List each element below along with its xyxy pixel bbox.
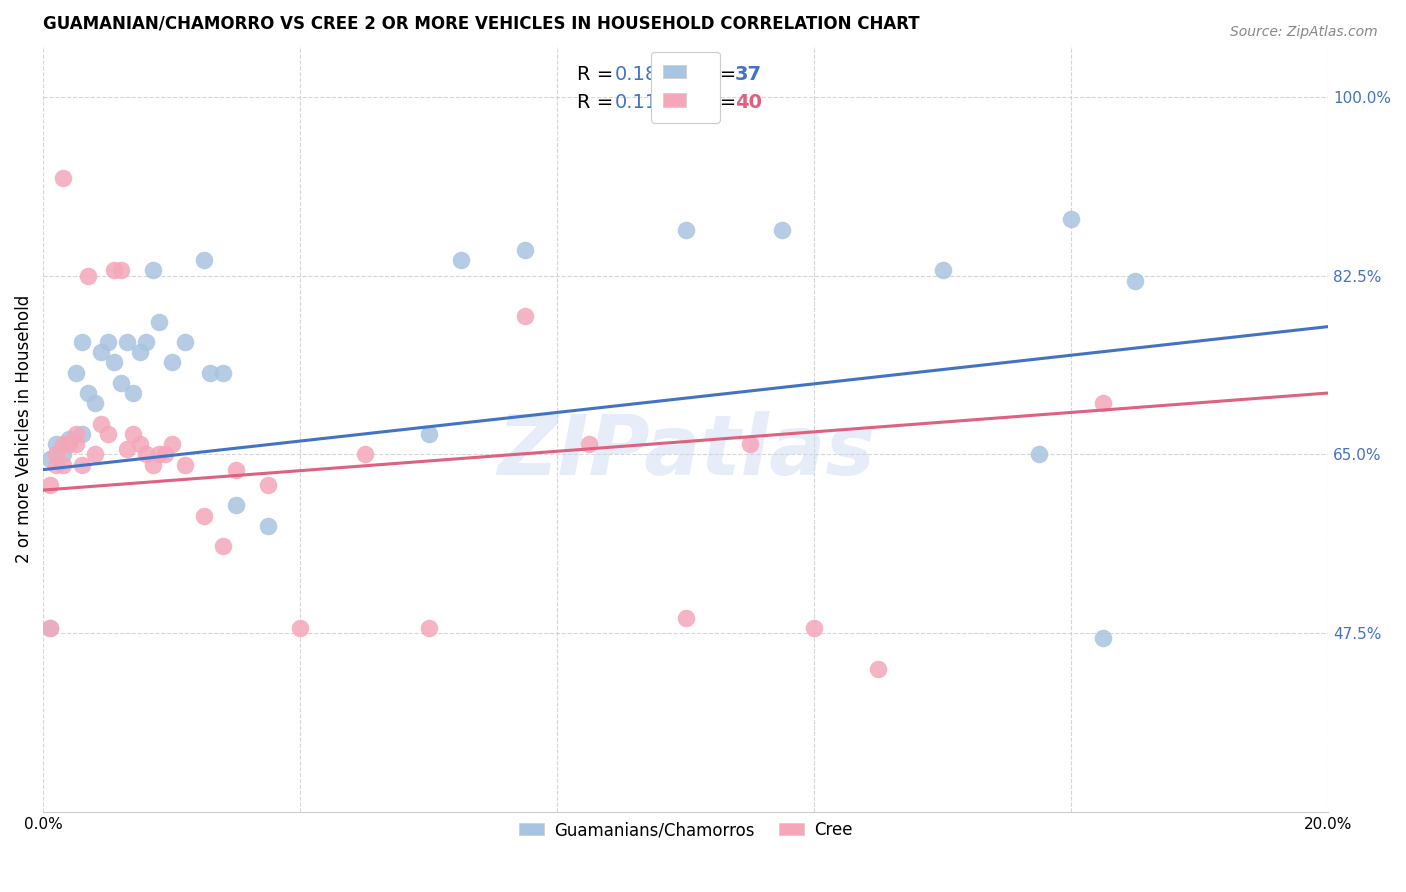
Point bbox=[97, 334, 120, 349]
Point bbox=[128, 345, 150, 359]
Point bbox=[770, 222, 793, 236]
Point bbox=[90, 345, 112, 359]
Point bbox=[110, 376, 132, 390]
Text: N =: N = bbox=[699, 94, 742, 112]
Point bbox=[103, 355, 125, 369]
Y-axis label: 2 or more Vehicles in Household: 2 or more Vehicles in Household bbox=[15, 294, 32, 563]
Point bbox=[257, 478, 280, 492]
Text: 37: 37 bbox=[734, 65, 762, 84]
Text: N =: N = bbox=[699, 65, 742, 84]
Point bbox=[160, 437, 183, 451]
Point bbox=[115, 442, 138, 457]
Point bbox=[1028, 447, 1050, 461]
Point bbox=[70, 458, 93, 472]
Point bbox=[83, 447, 105, 461]
Point bbox=[148, 447, 170, 461]
Point bbox=[173, 334, 195, 349]
Point bbox=[38, 478, 60, 492]
Text: ZIPatlas: ZIPatlas bbox=[496, 411, 875, 492]
Point bbox=[45, 447, 67, 461]
Point bbox=[38, 621, 60, 635]
Point bbox=[803, 621, 825, 635]
Point bbox=[1092, 396, 1115, 410]
Point bbox=[90, 417, 112, 431]
Point bbox=[38, 452, 60, 467]
Point bbox=[65, 437, 87, 451]
Point bbox=[353, 447, 375, 461]
Point bbox=[77, 386, 100, 401]
Point bbox=[173, 458, 195, 472]
Point bbox=[128, 437, 150, 451]
Text: 40: 40 bbox=[734, 94, 762, 112]
Point bbox=[212, 366, 235, 380]
Point bbox=[578, 437, 600, 451]
Point bbox=[225, 462, 247, 476]
Point bbox=[418, 426, 440, 441]
Point bbox=[58, 437, 80, 451]
Point bbox=[110, 263, 132, 277]
Text: 0.118: 0.118 bbox=[614, 94, 671, 112]
Point bbox=[675, 611, 697, 625]
Point bbox=[1060, 212, 1083, 227]
Legend: Guamanians/Chamorros, Cree: Guamanians/Chamorros, Cree bbox=[512, 814, 859, 846]
Point bbox=[77, 268, 100, 283]
Point bbox=[122, 426, 145, 441]
Point bbox=[83, 396, 105, 410]
Point bbox=[115, 334, 138, 349]
Point bbox=[135, 447, 157, 461]
Point bbox=[122, 386, 145, 401]
Point bbox=[103, 263, 125, 277]
Point bbox=[257, 518, 280, 533]
Point bbox=[65, 366, 87, 380]
Text: GUAMANIAN/CHAMORRO VS CREE 2 OR MORE VEHICLES IN HOUSEHOLD CORRELATION CHART: GUAMANIAN/CHAMORRO VS CREE 2 OR MORE VEH… bbox=[44, 15, 920, 33]
Point bbox=[515, 243, 537, 257]
Text: R =: R = bbox=[576, 94, 619, 112]
Point bbox=[142, 263, 165, 277]
Point bbox=[738, 437, 761, 451]
Point bbox=[142, 458, 165, 472]
Point bbox=[675, 222, 697, 236]
Point bbox=[200, 366, 222, 380]
Point bbox=[1125, 274, 1147, 288]
Point bbox=[52, 458, 75, 472]
Point bbox=[70, 334, 93, 349]
Point bbox=[160, 355, 183, 369]
Point bbox=[38, 621, 60, 635]
Point bbox=[225, 499, 247, 513]
Point bbox=[58, 432, 80, 446]
Point bbox=[148, 314, 170, 328]
Point bbox=[65, 426, 87, 441]
Point bbox=[193, 508, 215, 523]
Point bbox=[52, 171, 75, 186]
Point bbox=[868, 662, 890, 676]
Point bbox=[155, 447, 177, 461]
Text: Source: ZipAtlas.com: Source: ZipAtlas.com bbox=[1230, 25, 1378, 39]
Point bbox=[290, 621, 312, 635]
Point bbox=[931, 263, 953, 277]
Text: R =: R = bbox=[576, 65, 619, 84]
Point bbox=[212, 539, 235, 553]
Point bbox=[97, 426, 120, 441]
Point bbox=[52, 447, 75, 461]
Point bbox=[450, 253, 472, 268]
Text: 0.189: 0.189 bbox=[614, 65, 671, 84]
Point bbox=[52, 437, 75, 451]
Point bbox=[135, 334, 157, 349]
Point bbox=[515, 310, 537, 324]
Point bbox=[1092, 631, 1115, 645]
Point bbox=[45, 458, 67, 472]
Point bbox=[45, 437, 67, 451]
Point bbox=[418, 621, 440, 635]
Point bbox=[193, 253, 215, 268]
Point bbox=[70, 426, 93, 441]
